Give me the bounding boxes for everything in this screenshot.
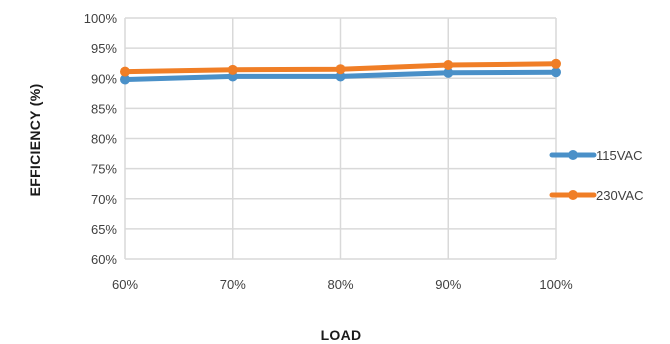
data-point-230vac [335, 64, 346, 75]
data-point-115vac [335, 71, 346, 82]
y-axis-title: EFFICIENCY (%) [27, 84, 43, 197]
y-tick-label: 95% [91, 41, 117, 56]
data-point-230vac [443, 59, 454, 70]
y-tick-labels: 60% 65% 70% 75% 80% 85% 90% 95% 100% [84, 11, 118, 267]
series-lines [120, 58, 561, 85]
x-tick-label: 100% [539, 277, 573, 292]
x-tick-label: 70% [220, 277, 246, 292]
x-tick-label: 90% [435, 277, 461, 292]
legend-label-115vac: 115VAC [596, 148, 643, 163]
x-axis-title: LOAD [321, 327, 362, 343]
grid-lines [124, 17, 557, 260]
x-tick-label: 80% [327, 277, 353, 292]
data-point-115vac [551, 67, 561, 78]
legend: 115VAC 230VAC [549, 148, 643, 203]
y-tick-label: 85% [91, 101, 117, 116]
data-point-115vac [443, 67, 454, 78]
y-tick-label: 80% [91, 132, 117, 147]
data-point-115vac [120, 74, 130, 85]
y-tick-label: 75% [91, 162, 117, 177]
y-tick-label: 60% [91, 252, 117, 267]
x-tick-labels: 60% 70% 80% 90% 100% [112, 277, 573, 292]
legend-marker-230vac [568, 190, 578, 200]
y-tick-label: 65% [91, 222, 117, 237]
y-tick-label: 90% [91, 71, 117, 86]
x-tick-label: 60% [112, 277, 138, 292]
data-point-230vac [120, 66, 130, 77]
data-point-230vac [551, 58, 561, 69]
y-tick-label: 100% [84, 11, 118, 26]
y-tick-label: 70% [91, 192, 117, 207]
legend-label-230vac: 230VAC [596, 188, 643, 203]
legend-marker-115vac [568, 150, 578, 160]
data-point-230vac [227, 64, 238, 75]
